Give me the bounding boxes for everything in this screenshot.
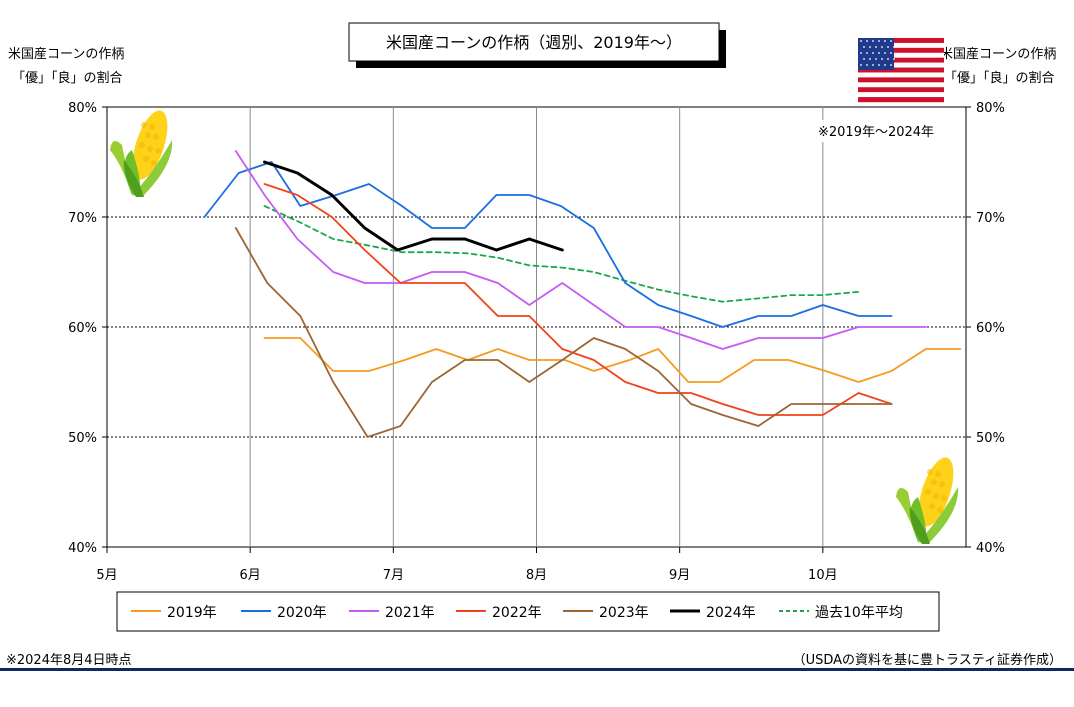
chart-title: 米国産コーンの作柄（週別、2019年～）	[386, 33, 682, 52]
series-line-2020年	[203, 161, 893, 328]
series-line-過去10年平均	[263, 205, 860, 303]
x-ticks: 5月 6月 7月 8月 9月 10月	[96, 547, 838, 583]
x-tick-label: 9月	[669, 568, 690, 583]
x-tick-label: 5月	[96, 568, 117, 583]
series-line-2019年	[263, 337, 962, 383]
series-line-2024年	[263, 160, 564, 252]
x-tick-label: 10月	[808, 568, 838, 583]
legend-label: 2021年	[385, 605, 435, 621]
y-tick-label-right: 60%	[976, 321, 1005, 336]
y-tick-label-right: 70%	[976, 211, 1005, 226]
y-label-left-line1: 米国産コーンの作柄	[8, 46, 124, 62]
y-tick-label-left: 60%	[68, 321, 97, 336]
grid	[107, 107, 966, 547]
y-tick-label-right: 50%	[976, 431, 1005, 446]
series-line-2022年	[263, 183, 893, 416]
series-line-2021年	[234, 150, 927, 350]
x-tick-label: 7月	[383, 568, 404, 583]
y-tick-label-right: 40%	[976, 541, 1005, 556]
y-label-right-line2: 「優」「良」の割合	[944, 70, 1055, 86]
corn-icon	[896, 457, 959, 544]
us-flag-icon	[858, 38, 944, 103]
legend-label: 2020年	[277, 605, 327, 621]
y-tick-label-left: 50%	[68, 431, 97, 446]
y-label-left-line2: 「優」「良」の割合	[12, 70, 123, 86]
y-tick-label-left: 70%	[68, 211, 97, 226]
y-label-right-line1: 米国産コーンの作柄	[940, 46, 1056, 62]
bottom-rule	[0, 668, 1074, 671]
y-tick-label-left: 80%	[68, 101, 97, 116]
y-ticks-right: 40% 50% 60% 70% 80%	[966, 101, 1005, 556]
x-tick-label: 6月	[240, 568, 261, 583]
y-ticks-left: 40% 50% 60% 70% 80%	[68, 101, 107, 556]
x-tick-label: 8月	[526, 568, 547, 583]
legend-label: 過去10年平均	[815, 605, 903, 621]
corn-icon	[110, 110, 173, 197]
footnote-right: （USDAの資料を基に豊トラスティ証券作成）	[793, 652, 1062, 668]
title-box: 米国産コーンの作柄（週別、2019年～）	[348, 22, 726, 68]
legend-label: 2024年	[706, 605, 756, 621]
y-tick-label-left: 40%	[68, 541, 97, 556]
legend-label: 2022年	[492, 605, 542, 621]
series-line-2023年	[234, 227, 893, 438]
range-note: ※2019年～2024年	[818, 125, 934, 140]
series-layer	[203, 150, 962, 438]
legend-label: 2019年	[167, 605, 217, 621]
legend-label: 2023年	[599, 605, 649, 621]
legend-items: 2019年 2020年 2021年 2022年 2023年 2024年 過去10年平均	[131, 605, 903, 621]
y-tick-label-right: 80%	[976, 101, 1005, 116]
footnote-left: ※2024年8月4日時点	[6, 653, 132, 668]
